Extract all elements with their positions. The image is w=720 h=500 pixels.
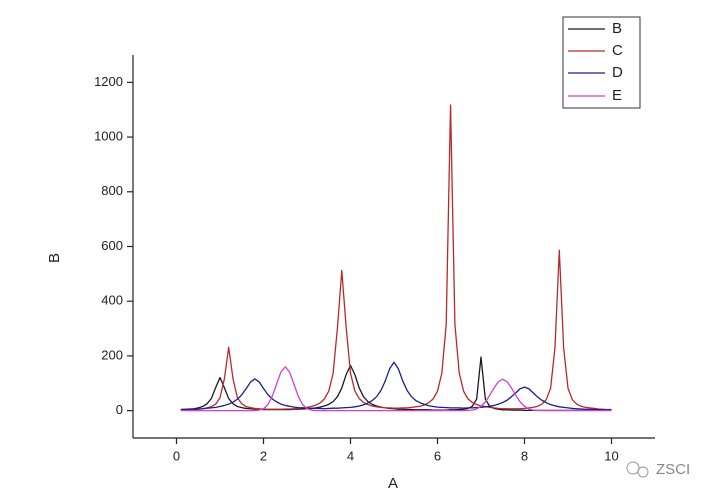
legend-label: E bbox=[612, 87, 622, 104]
series-line bbox=[180, 104, 612, 411]
x-tick-label: 4 bbox=[347, 448, 354, 463]
x-tick-label: 0 bbox=[173, 448, 180, 463]
y-tick-label: 1000 bbox=[94, 129, 123, 144]
x-tick-label: 2 bbox=[260, 448, 267, 463]
y-tick-label: 600 bbox=[101, 238, 123, 253]
y-axis-title: B bbox=[46, 253, 63, 263]
x-tick-label: 10 bbox=[604, 448, 618, 463]
x-tick-label: 6 bbox=[434, 448, 441, 463]
y-tick-label: 200 bbox=[101, 347, 123, 362]
legend-label: C bbox=[612, 42, 623, 59]
series-line bbox=[180, 366, 612, 412]
y-tick-label: 0 bbox=[116, 402, 123, 417]
legend-box bbox=[562, 16, 641, 109]
x-axis-title: A bbox=[388, 475, 398, 492]
y-tick-label: 1200 bbox=[94, 74, 123, 89]
watermark-icon bbox=[626, 461, 640, 475]
legend-label: D bbox=[612, 64, 623, 81]
y-tick-label: 400 bbox=[101, 293, 123, 308]
watermark-icon bbox=[637, 466, 649, 478]
y-tick-label: 800 bbox=[101, 183, 123, 198]
watermark-text: ZSCI bbox=[656, 461, 690, 478]
watermark: ZSCI bbox=[626, 461, 690, 478]
legend-label: B bbox=[612, 20, 622, 37]
series-line bbox=[180, 361, 612, 411]
x-tick-label: 8 bbox=[521, 448, 528, 463]
